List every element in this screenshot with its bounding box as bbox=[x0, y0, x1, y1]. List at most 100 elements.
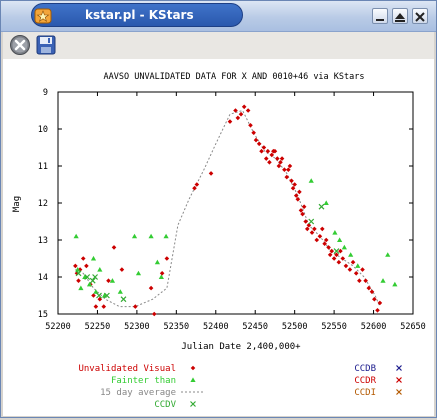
close-window-button[interactable] bbox=[412, 8, 428, 24]
light-curve-chart: AAVSO UNVALIDATED DATA FOR X AND 0010+46… bbox=[12, 72, 426, 410]
visual-point bbox=[314, 237, 320, 243]
x-tick-label: 52300 bbox=[124, 322, 150, 332]
title-bar[interactable]: kstar.pl - KStars bbox=[1, 1, 436, 32]
visual-point bbox=[227, 119, 233, 124]
visual-point bbox=[282, 167, 287, 172]
x-axis-label: Julian Date 2,400,000+ bbox=[181, 342, 301, 352]
legend-label: CCDB bbox=[354, 364, 376, 374]
x-tick-label: 52600 bbox=[361, 322, 387, 332]
ccdv-point bbox=[120, 296, 127, 303]
minimize-icon bbox=[376, 19, 384, 21]
visual-point bbox=[334, 252, 339, 258]
visual-point bbox=[73, 263, 78, 269]
visual-point bbox=[338, 248, 343, 254]
legend-x-marker bbox=[396, 377, 402, 383]
visual-point bbox=[375, 308, 380, 313]
visual-point bbox=[327, 252, 333, 258]
toolbar bbox=[3, 32, 434, 59]
ccdv-point bbox=[89, 277, 96, 284]
fainter-than-point bbox=[131, 233, 138, 239]
legend-triangle-marker bbox=[190, 377, 196, 382]
fainter-than-point bbox=[93, 289, 99, 294]
visual-point bbox=[284, 174, 290, 180]
y-tick-label: 14 bbox=[38, 273, 48, 283]
visual-point bbox=[322, 241, 327, 246]
legend-diamond-marker bbox=[190, 365, 196, 371]
visual-point bbox=[253, 137, 259, 143]
floppy-save-icon[interactable] bbox=[35, 34, 57, 56]
fainter-than-point bbox=[90, 255, 97, 261]
fainter-than-point bbox=[78, 285, 84, 291]
fainter-than-point bbox=[308, 178, 314, 183]
visual-point bbox=[194, 182, 200, 187]
fainter-than-point bbox=[337, 237, 343, 242]
visual-point bbox=[84, 263, 89, 269]
visual-point bbox=[265, 148, 271, 154]
fainter-than-point bbox=[332, 230, 338, 235]
visual-point bbox=[159, 271, 165, 276]
x-tick-label: 52250 bbox=[85, 322, 111, 332]
visual-point bbox=[301, 204, 307, 209]
visual-point bbox=[208, 171, 214, 176]
visual-point bbox=[267, 160, 272, 165]
legend-label: CCDI bbox=[354, 388, 376, 398]
visual-point bbox=[372, 296, 377, 302]
visual-point bbox=[93, 304, 99, 309]
legend-label: 15 day average bbox=[100, 388, 176, 398]
legend-label: Unvalidated Visual bbox=[78, 364, 176, 374]
y-axis-label: Mag bbox=[12, 196, 22, 212]
ccdv-point bbox=[103, 292, 110, 299]
legend-x-marker bbox=[190, 401, 196, 407]
visual-point bbox=[91, 293, 96, 298]
visual-point bbox=[304, 226, 310, 232]
visual-point bbox=[377, 300, 383, 306]
fainter-than-point bbox=[385, 252, 391, 257]
visual-point bbox=[350, 259, 356, 265]
kstars-star-icon[interactable] bbox=[34, 7, 52, 25]
visual-point bbox=[295, 197, 301, 202]
visual-point bbox=[111, 245, 117, 250]
visual-point bbox=[336, 259, 342, 265]
visual-point bbox=[80, 256, 86, 261]
visual-point bbox=[269, 152, 275, 158]
visual-point bbox=[323, 237, 329, 243]
fainter-than-point bbox=[73, 233, 79, 239]
average-line bbox=[75, 109, 381, 308]
visual-point bbox=[297, 189, 302, 195]
visual-point bbox=[306, 222, 312, 228]
legend-label: Fainter than bbox=[111, 376, 176, 386]
visual-point bbox=[241, 104, 247, 110]
visual-point bbox=[300, 211, 305, 217]
visual-point bbox=[298, 208, 304, 213]
title-pill[interactable] bbox=[31, 3, 243, 27]
legend: Unvalidated Visual Fainter than 15 day ave… bbox=[78, 364, 402, 410]
visual-point bbox=[363, 278, 368, 283]
legend-label: CCDR bbox=[354, 376, 376, 386]
visual-point bbox=[97, 296, 103, 302]
visual-point bbox=[256, 141, 262, 147]
x-tick-label: 52650 bbox=[400, 322, 426, 332]
visual-point bbox=[106, 278, 111, 283]
visual-point bbox=[357, 278, 362, 283]
visual-point bbox=[192, 185, 197, 191]
fainter-than-point bbox=[117, 289, 123, 294]
close-icon[interactable] bbox=[9, 34, 31, 56]
y-tick-label: 13 bbox=[38, 236, 48, 246]
visual-point bbox=[319, 226, 325, 232]
maximize-button[interactable] bbox=[392, 8, 408, 24]
fainter-than-point bbox=[148, 233, 154, 239]
visual-point bbox=[261, 145, 267, 150]
minimize-button[interactable] bbox=[372, 8, 388, 24]
visual-point bbox=[309, 230, 315, 235]
visual-point bbox=[133, 304, 138, 309]
visual-point bbox=[276, 163, 282, 169]
visual-point bbox=[312, 226, 317, 232]
fainter-than-point bbox=[154, 259, 160, 265]
visual-point bbox=[248, 123, 253, 128]
visual-point bbox=[233, 108, 238, 113]
ccdv-point bbox=[308, 218, 315, 225]
y-tick-label: 10 bbox=[38, 125, 48, 135]
visual-point bbox=[326, 245, 331, 250]
x-tick-label: 52400 bbox=[203, 322, 229, 332]
